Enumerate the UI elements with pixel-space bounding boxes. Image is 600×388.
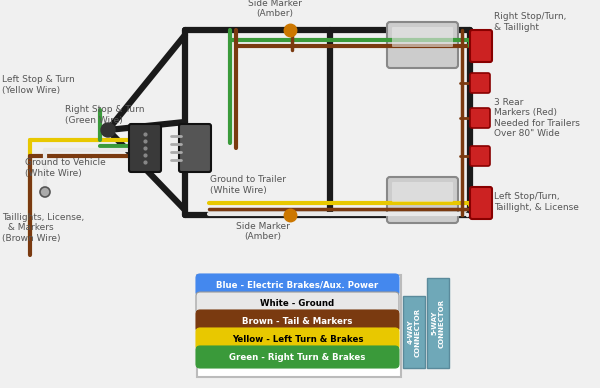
Text: Right Stop & Turn
(Green Wire): Right Stop & Turn (Green Wire) — [65, 105, 145, 125]
Text: Brown - Tail & Markers: Brown - Tail & Markers — [242, 317, 353, 326]
FancyBboxPatch shape — [387, 22, 458, 68]
Text: Left Stop & Turn
(Yellow Wire): Left Stop & Turn (Yellow Wire) — [2, 75, 75, 95]
FancyBboxPatch shape — [196, 274, 399, 296]
FancyBboxPatch shape — [196, 346, 399, 368]
Text: Green - Right Turn & Brakes: Green - Right Turn & Brakes — [229, 353, 365, 362]
Text: Side Marker
(Amber): Side Marker (Amber) — [236, 222, 290, 241]
FancyBboxPatch shape — [470, 73, 490, 93]
FancyBboxPatch shape — [196, 292, 399, 314]
FancyBboxPatch shape — [196, 310, 399, 332]
FancyBboxPatch shape — [129, 124, 161, 172]
Circle shape — [40, 187, 50, 197]
Text: Taillights, License,
  & Markers
(Brown Wire): Taillights, License, & Markers (Brown Wi… — [2, 213, 84, 243]
Text: Ground to Vehicle
(White Wire): Ground to Vehicle (White Wire) — [25, 158, 106, 178]
Text: Side Marker
(Amber): Side Marker (Amber) — [248, 0, 302, 18]
Text: 5-WAY
CONNECTOR: 5-WAY CONNECTOR — [431, 298, 445, 348]
Text: Yellow - Left Turn & Brakes: Yellow - Left Turn & Brakes — [232, 334, 363, 343]
Text: Left Stop/Turn,
Taillight, & License: Left Stop/Turn, Taillight, & License — [494, 192, 579, 212]
Text: 3 Rear
Markers (Red)
Needed for Trailers
Over 80" Wide: 3 Rear Markers (Red) Needed for Trailers… — [494, 98, 580, 138]
Text: White - Ground: White - Ground — [260, 298, 335, 308]
FancyBboxPatch shape — [387, 177, 458, 223]
Text: Right Stop/Turn,
& Taillight: Right Stop/Turn, & Taillight — [494, 12, 566, 32]
FancyBboxPatch shape — [470, 108, 490, 128]
Circle shape — [101, 123, 115, 137]
Text: Ground to Trailer
(White Wire): Ground to Trailer (White Wire) — [210, 175, 286, 195]
Bar — [197, 275, 401, 377]
Bar — [403, 296, 425, 368]
Text: Blue - Electric Brakes/Aux. Power: Blue - Electric Brakes/Aux. Power — [217, 281, 379, 289]
FancyBboxPatch shape — [392, 27, 453, 47]
FancyBboxPatch shape — [179, 124, 211, 172]
FancyBboxPatch shape — [470, 146, 490, 166]
Bar — [427, 278, 449, 368]
FancyBboxPatch shape — [470, 187, 492, 219]
FancyBboxPatch shape — [196, 328, 399, 350]
FancyBboxPatch shape — [470, 30, 492, 62]
Text: 4-WAY
CONNECTOR: 4-WAY CONNECTOR — [407, 307, 421, 357]
FancyBboxPatch shape — [392, 182, 453, 202]
